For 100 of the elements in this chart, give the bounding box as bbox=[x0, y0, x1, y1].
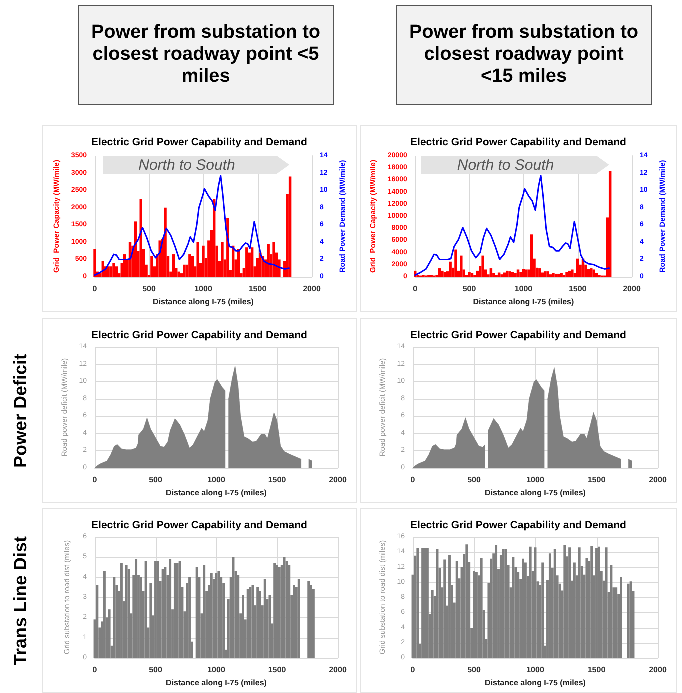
bar bbox=[596, 548, 598, 658]
bar bbox=[150, 583, 152, 658]
x-tick-label: 1500 bbox=[268, 666, 287, 674]
bar bbox=[431, 590, 434, 658]
bar bbox=[203, 565, 206, 658]
bar bbox=[514, 273, 517, 277]
bar bbox=[566, 272, 568, 277]
chart-title: Electric Grid Power Capability and Demand bbox=[92, 330, 308, 342]
bar bbox=[196, 242, 200, 277]
bar bbox=[169, 559, 172, 658]
bar bbox=[620, 577, 622, 658]
bar bbox=[272, 242, 276, 277]
bar bbox=[568, 270, 572, 277]
bar bbox=[468, 272, 471, 277]
chart-title: Electric Grid Power Capability and Demand bbox=[92, 136, 308, 148]
annotation: North to South bbox=[457, 157, 554, 174]
x-tick-label: 500 bbox=[468, 666, 482, 674]
bar bbox=[191, 256, 194, 277]
bar bbox=[188, 254, 192, 277]
x-tick-label: 1500 bbox=[588, 476, 606, 484]
bar bbox=[460, 256, 463, 277]
x-tick-label: 500 bbox=[142, 284, 156, 294]
bar bbox=[473, 571, 476, 658]
chart-subtitle: Power from substation to closest roadway point <15 miles bbox=[396, 5, 652, 105]
bar bbox=[630, 582, 632, 658]
bar bbox=[162, 569, 164, 658]
bar bbox=[183, 264, 186, 277]
chart-title: Electric Grid Power Capability and Demand bbox=[92, 520, 308, 532]
bar bbox=[438, 268, 442, 277]
bar bbox=[188, 577, 191, 658]
bar bbox=[113, 577, 116, 658]
bar bbox=[525, 270, 528, 277]
bar bbox=[568, 548, 572, 658]
bar bbox=[174, 563, 176, 658]
arrow: North to South bbox=[103, 156, 290, 174]
x-tick-label: 0 bbox=[92, 666, 98, 674]
bar bbox=[449, 262, 452, 277]
chart-subtitle: Power from substation to closest roadway point <5 miles bbox=[78, 5, 334, 105]
bar bbox=[178, 272, 180, 277]
bar bbox=[605, 548, 608, 658]
x-axis-title: Distance along I-75 (miles) bbox=[153, 297, 254, 306]
bar bbox=[520, 272, 522, 277]
x-tick-label: 2000 bbox=[623, 284, 642, 294]
bar bbox=[115, 266, 118, 277]
bar bbox=[448, 555, 451, 658]
bar bbox=[511, 272, 514, 277]
chart-title: Electric Grid Power Capability and Demand bbox=[410, 520, 626, 532]
bar bbox=[530, 234, 534, 277]
bar bbox=[96, 585, 99, 658]
bar bbox=[506, 270, 509, 277]
x-tick-label: 1000 bbox=[514, 284, 534, 294]
bar bbox=[444, 272, 447, 277]
bar bbox=[94, 249, 96, 277]
bar bbox=[120, 563, 123, 658]
bar bbox=[456, 561, 458, 658]
chart-title: Electric Grid Power Capability and Demand bbox=[410, 136, 626, 148]
bar bbox=[538, 268, 542, 277]
line-series bbox=[94, 175, 290, 276]
bar bbox=[104, 571, 106, 658]
bar bbox=[274, 563, 276, 658]
arrow: North to South bbox=[421, 156, 610, 174]
x-tick-label: 0 bbox=[410, 476, 416, 484]
bar bbox=[590, 546, 594, 658]
bar bbox=[250, 248, 254, 277]
bar bbox=[196, 567, 198, 658]
x-tick-label: 1000 bbox=[194, 284, 213, 294]
x-tick-label: 500 bbox=[149, 666, 163, 674]
bar bbox=[608, 171, 612, 277]
x-axis-title: Distance along I-75 (miles) bbox=[485, 488, 586, 498]
bar bbox=[516, 270, 520, 277]
bar bbox=[107, 266, 110, 277]
bar bbox=[627, 584, 630, 658]
bar bbox=[552, 273, 555, 277]
bar bbox=[288, 176, 292, 277]
bar bbox=[426, 548, 429, 658]
bar bbox=[482, 256, 484, 277]
annotation: North to South bbox=[138, 157, 236, 174]
bar bbox=[571, 270, 574, 277]
bar bbox=[242, 595, 244, 658]
text: Trans Line Dist bbox=[10, 534, 32, 668]
bar bbox=[178, 561, 182, 658]
bar bbox=[259, 252, 262, 277]
bar bbox=[454, 250, 458, 277]
x-axis-title: Distance along I-75 (miles) bbox=[166, 488, 268, 498]
bar bbox=[164, 208, 167, 277]
bar bbox=[221, 242, 224, 277]
x-tick-label: 1000 bbox=[208, 476, 226, 484]
bar bbox=[246, 248, 248, 277]
x-tick-label: 500 bbox=[462, 284, 477, 294]
x-tick-label: 2000 bbox=[329, 476, 348, 484]
line-series bbox=[414, 175, 610, 276]
x-tick-label: 0 bbox=[92, 284, 98, 294]
x-tick-label: 500 bbox=[468, 476, 482, 484]
bar bbox=[529, 546, 532, 658]
bar bbox=[154, 561, 157, 658]
bar bbox=[546, 272, 550, 277]
bar bbox=[544, 272, 547, 277]
x-tick-label: 2000 bbox=[303, 284, 322, 294]
bar bbox=[592, 270, 596, 277]
bar bbox=[308, 581, 310, 658]
